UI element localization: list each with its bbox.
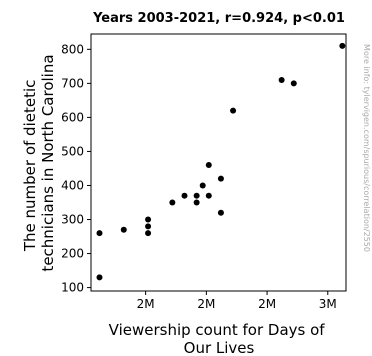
y-tick-label: 800 — [61, 42, 84, 56]
x-axis-label-line-2: Our Lives — [184, 339, 255, 356]
data-points — [96, 42, 346, 281]
data-point — [205, 192, 212, 199]
data-point — [199, 182, 206, 189]
y-tick-label: 200 — [61, 247, 84, 261]
data-point — [96, 274, 103, 281]
y-axis-label-line-2: technicians in North Carolina — [39, 54, 57, 271]
y-tick-label: 700 — [61, 76, 84, 90]
y-axis: 100 200 300 400 500 600 700 800 — [61, 42, 91, 295]
x-axis: 2M 2M 2M 3M — [137, 291, 337, 311]
y-tick-label: 500 — [61, 144, 84, 158]
y-tick-label: 300 — [61, 213, 84, 227]
source-watermark: More info: tylervigen.com/spurious/corre… — [362, 44, 371, 252]
data-point — [193, 192, 200, 199]
y-axis-label-line-1: The number of dietetic — [21, 80, 39, 253]
data-point — [145, 216, 152, 223]
x-axis-label-line-1: Viewership count for Days of — [109, 321, 326, 339]
x-axis-label: Viewership count for Days of Our Lives — [109, 321, 330, 356]
data-point — [145, 223, 152, 230]
data-point — [217, 209, 224, 216]
data-point — [169, 199, 176, 206]
y-axis-label: The number of dietetic technicians in No… — [21, 54, 57, 271]
y-tick-label: 100 — [61, 281, 84, 295]
y-tick-label: 400 — [61, 178, 84, 192]
data-point — [217, 175, 224, 182]
data-point — [96, 230, 103, 237]
data-point — [181, 192, 188, 199]
x-tick-label: 3M — [319, 297, 337, 311]
data-point — [230, 107, 237, 114]
plot-area-frame — [90, 33, 347, 292]
data-point — [278, 76, 285, 83]
chart-title: Years 2003-2021, r=0.924, p<0.01 — [92, 11, 345, 26]
x-tick-label: 2M — [197, 297, 215, 311]
data-point — [290, 80, 297, 87]
data-point — [120, 226, 127, 233]
x-tick-label: 2M — [137, 297, 155, 311]
data-point — [193, 199, 200, 206]
y-tick-label: 600 — [61, 110, 84, 124]
data-point — [205, 162, 212, 169]
data-point — [145, 230, 152, 237]
data-point — [339, 42, 346, 49]
x-tick-label: 2M — [258, 297, 276, 311]
